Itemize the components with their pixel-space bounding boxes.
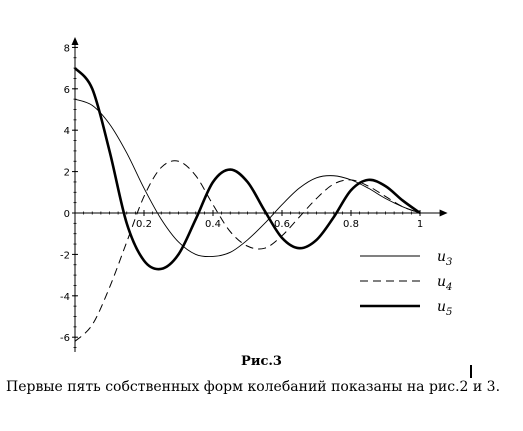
y-tick-label: -6: [60, 333, 70, 344]
y-tick-label: -4: [60, 292, 70, 303]
legend-label-u5: u5: [437, 299, 452, 318]
x-tick-label: 1: [417, 219, 423, 230]
y-tick-label: 0: [64, 209, 70, 220]
x-tick-label: 0.4: [205, 219, 221, 230]
series-line-u5: [74, 67, 421, 271]
x-tick-label: 0.6: [274, 219, 290, 230]
series-line-u4: [74, 160, 421, 342]
x-tick-label: 0.8: [343, 219, 359, 230]
body-text: Первые пять собственных форм колебаний п…: [6, 379, 501, 395]
y-tick-label: 8: [64, 43, 70, 54]
curves: [74, 67, 421, 342]
chart: 0.2 0.4 0.6 0.8 1 -6 -4 -2 0 2 4 6 8 u3 u4 u5: [60, 37, 452, 352]
legend: u3 u4 u5: [360, 249, 452, 318]
y-tick-label: 2: [64, 168, 70, 179]
legend-label-u3: u3: [437, 249, 452, 268]
x-axis-arrow: [439, 209, 448, 217]
axes: 0.2 0.4 0.6 0.8 1 -6 -4 -2 0 2 4 6 8: [60, 37, 448, 352]
legend-label-u4: u4: [437, 274, 452, 293]
series-line-u3: [74, 98, 421, 258]
text-cursor: [470, 365, 472, 378]
y-tick-label: 4: [64, 126, 70, 137]
figure-caption: Рис.3: [241, 354, 282, 369]
y-axis-arrow: [71, 37, 79, 46]
x-tick-label: 0.2: [136, 219, 152, 230]
y-tick-label: -2: [60, 250, 70, 261]
y-tick-label: 6: [64, 85, 70, 96]
